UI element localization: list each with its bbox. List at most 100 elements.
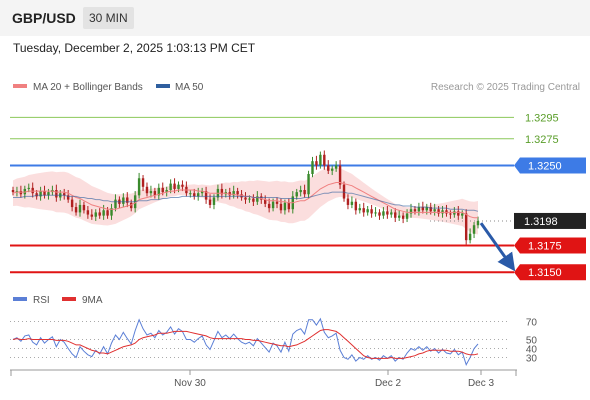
candle-body (311, 161, 314, 174)
candle-body (165, 190, 168, 193)
candle-body (244, 197, 247, 200)
candle-body (82, 204, 86, 211)
candle-body (78, 204, 82, 213)
candle-body (275, 201, 279, 204)
x-tick-label: Nov 30 (174, 378, 206, 389)
currency-pair-title: GBP/USD (12, 10, 76, 26)
candle-body (27, 187, 30, 189)
candle-body (126, 197, 129, 203)
candle-body (141, 178, 145, 187)
resistance-label: 1.3295 (525, 112, 559, 124)
candle-body (299, 190, 302, 193)
ma50-legend-label: MA 50 (175, 82, 204, 93)
candle-body (181, 184, 184, 187)
x-tick-label: Dec 2 (375, 378, 402, 389)
candle-body (74, 207, 78, 213)
candle-body (122, 197, 125, 204)
candle-body (323, 154, 326, 166)
candle-body (287, 202, 291, 210)
candle-body (43, 191, 46, 196)
candle-body (303, 190, 306, 195)
candle-body (279, 203, 283, 211)
x-tick-label: Dec 3 (468, 378, 495, 389)
candle-body (354, 201, 358, 211)
candle-body (90, 214, 94, 217)
candle-body (370, 209, 373, 214)
candle-body (409, 209, 413, 214)
candle-body (200, 191, 204, 194)
candle-body (106, 210, 109, 216)
header-bar: GBP/USD 30 MIN (0, 0, 590, 36)
candle-body (31, 187, 34, 194)
rsi-tick-label: 30 (526, 354, 538, 365)
candle-body (39, 191, 42, 197)
candle-body (327, 165, 330, 171)
support-label: 1.3175 (528, 241, 562, 253)
candle-body (145, 186, 149, 194)
candle-body (366, 209, 369, 213)
ma20-legend-swatch (13, 84, 27, 88)
candle-body (425, 207, 428, 211)
support-label: 1.3150 (528, 267, 562, 279)
candle-body (263, 199, 267, 204)
candle-body (240, 194, 243, 198)
candle-body (63, 193, 66, 196)
candle-body (130, 202, 133, 209)
pivot-label: 1.3250 (528, 160, 562, 172)
rsi-ma9-line (12, 329, 479, 359)
candle-body (157, 187, 161, 196)
candle-body (397, 215, 401, 218)
candle-body (11, 190, 15, 193)
candle-body (457, 211, 460, 216)
candle-body (453, 211, 456, 215)
candle-body (390, 212, 393, 215)
candle-body (350, 201, 354, 205)
candle-body (47, 192, 50, 196)
candle-body (55, 190, 58, 198)
candle-body (204, 191, 208, 200)
candle-body (441, 210, 444, 214)
candle-body (236, 191, 239, 195)
candle-body (346, 198, 350, 205)
candle-body (338, 165, 342, 185)
candle-body (220, 188, 224, 195)
candle-body (86, 210, 90, 215)
candle-body (153, 191, 157, 196)
support-tag (514, 237, 586, 254)
ma9-legend-label: 9MA (82, 295, 103, 306)
timeframe-badge[interactable]: 30 MIN (83, 7, 134, 29)
candle-body (401, 215, 405, 219)
candle-body (295, 192, 298, 197)
rsi-tick-label: 40 (526, 345, 538, 356)
candle-body (94, 212, 97, 217)
candle-body (382, 211, 385, 216)
candle-body (208, 199, 212, 205)
candle-body (386, 211, 389, 215)
ma50-legend-swatch (156, 84, 170, 88)
candle-body (252, 198, 255, 202)
last-price-label: 1.3198 (524, 216, 558, 228)
candle-body (334, 165, 338, 169)
candle-body (472, 225, 476, 234)
credit-text: Research © 2025 Trading Central (431, 82, 580, 93)
candle-body (429, 207, 432, 212)
candle-body (189, 193, 192, 195)
rsi-legend-swatch (13, 297, 27, 301)
candle-body (197, 193, 200, 197)
candle-body (464, 213, 468, 241)
ma20-legend-label: MA 20 + Bollinger Bands (33, 82, 143, 93)
candle-body (173, 183, 176, 189)
candle-body (110, 208, 113, 216)
pivot-tag (514, 157, 586, 174)
candle-body (319, 154, 322, 166)
candle-body (137, 178, 141, 196)
rsi-legend-label: RSI (33, 295, 50, 306)
candle-body (98, 212, 101, 216)
candle-body (267, 203, 271, 209)
timestamp: Tuesday, December 2, 2025 1:03:13 PM CET (13, 41, 256, 55)
candle-body (417, 207, 421, 212)
candle-body (169, 183, 172, 190)
candle-body (307, 173, 310, 195)
